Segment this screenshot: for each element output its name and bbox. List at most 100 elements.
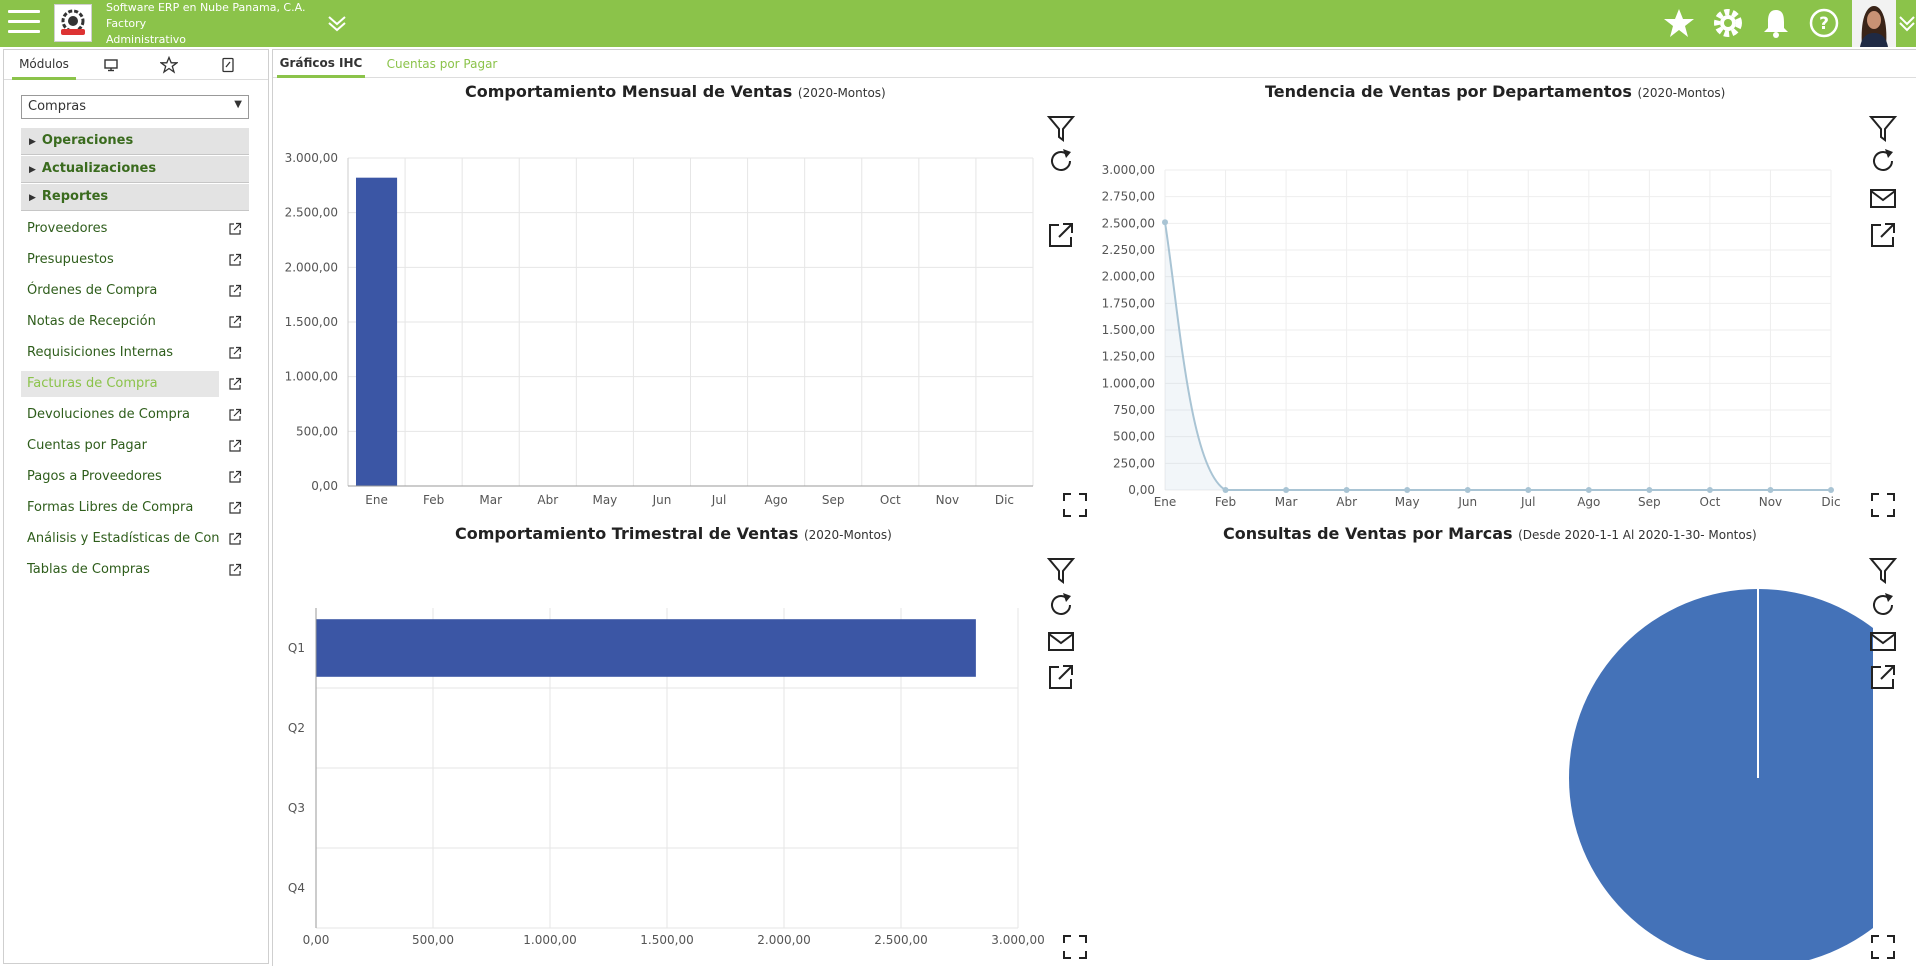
data-point-oct[interactable] bbox=[1706, 487, 1713, 493]
x-tick-label: 500,00 bbox=[412, 933, 454, 947]
y-tick-label: 2.500,00 bbox=[1102, 216, 1155, 230]
sidebar-item-requisiciones-internas[interactable]: Requisiciones Internas bbox=[27, 345, 174, 360]
gear-icon[interactable] bbox=[1711, 6, 1745, 40]
sidebar-item-ordenes-de-compra[interactable]: Órdenes de Compra bbox=[27, 283, 158, 298]
external-link-icon[interactable] bbox=[228, 470, 242, 484]
tab-documents[interactable] bbox=[211, 50, 245, 80]
tab-favorites[interactable] bbox=[152, 50, 186, 80]
external-link-icon[interactable] bbox=[228, 439, 242, 453]
sidebar-item-presupuestos[interactable]: Presupuestos bbox=[27, 252, 114, 267]
y-tick-label: 1.000,00 bbox=[1102, 376, 1155, 390]
export-icon[interactable] bbox=[1046, 220, 1076, 250]
tab-modulos[interactable]: Módulos bbox=[12, 50, 76, 80]
expand-icon[interactable] bbox=[1868, 932, 1898, 962]
mail-icon[interactable] bbox=[1868, 183, 1898, 213]
avatar[interactable] bbox=[1852, 0, 1896, 47]
bar-ene[interactable] bbox=[355, 177, 398, 486]
company-name: Software ERP en Nube Panama, C.A. bbox=[106, 1, 306, 14]
refresh-icon[interactable] bbox=[1868, 590, 1898, 620]
data-point-sep[interactable] bbox=[1646, 487, 1653, 493]
external-link-icon[interactable] bbox=[228, 315, 242, 329]
sidebar-item-pagos-a-proveedores[interactable]: Pagos a Proveedores bbox=[27, 469, 162, 484]
data-point-ago[interactable] bbox=[1585, 487, 1592, 493]
sidebar-item-formas-libres-de-compra[interactable]: Formas Libres de Compra bbox=[27, 500, 194, 515]
accordion-reportes[interactable]: ▶ Reportes bbox=[21, 184, 249, 211]
accordion-actualizaciones[interactable]: ▶ Actualizaciones bbox=[21, 156, 249, 183]
x-tick-label: Abr bbox=[1336, 495, 1357, 509]
chart-title-monthly: Comportamiento Mensual de Ventas (2020-M… bbox=[465, 82, 886, 101]
external-link-icon[interactable] bbox=[228, 377, 242, 391]
data-point-dic[interactable] bbox=[1828, 487, 1834, 493]
data-point-abr[interactable] bbox=[1343, 487, 1350, 493]
bar-q1[interactable] bbox=[316, 619, 976, 677]
chart-title-text: Tendencia de Ventas por Departamentos bbox=[1265, 82, 1632, 101]
data-point-jul[interactable] bbox=[1525, 487, 1532, 493]
external-link-icon[interactable] bbox=[228, 253, 242, 267]
x-tick-label: Mar bbox=[479, 493, 502, 507]
company-logo[interactable] bbox=[54, 4, 92, 42]
sidebar-item-cuentas-por-pagar[interactable]: Cuentas por Pagar bbox=[27, 438, 147, 453]
export-icon[interactable] bbox=[1868, 662, 1898, 692]
tab-graficos-ihc[interactable]: Gráficos IHC bbox=[277, 50, 365, 78]
export-icon[interactable] bbox=[1868, 220, 1898, 250]
filter-icon[interactable] bbox=[1868, 555, 1898, 585]
accordion-label: Operaciones bbox=[41, 133, 134, 148]
mail-icon[interactable] bbox=[1046, 626, 1076, 656]
company-area: Administrativo bbox=[106, 33, 187, 46]
expand-icon[interactable] bbox=[1868, 490, 1898, 520]
x-tick-label: Jun bbox=[1457, 495, 1477, 509]
tab-monitor[interactable] bbox=[94, 50, 128, 80]
sidebar-item-analisis-y-estadisticas-de-con[interactable]: Análisis y Estadísticas de Con bbox=[27, 531, 219, 546]
tab-cuentas-por-pagar[interactable]: Cuentas por Pagar bbox=[386, 57, 498, 71]
mail-icon[interactable] bbox=[1868, 626, 1898, 656]
module-select-value: Compras bbox=[28, 99, 87, 114]
sidebar: Módulos Compras ▼ ▶ Operaciones ▶ Actual bbox=[3, 49, 269, 964]
x-tick-label: Jun bbox=[652, 493, 672, 507]
sidebar-item-devoluciones-de-compra[interactable]: Devoluciones de Compra bbox=[27, 407, 191, 422]
data-point-may[interactable] bbox=[1404, 487, 1411, 493]
chart-brands-pie: Otras Marcas bbox=[1569, 589, 1873, 960]
sidebar-item-proveedores[interactable]: Proveedores bbox=[27, 221, 108, 236]
x-tick-label: Oct bbox=[880, 493, 901, 507]
expand-icon[interactable] bbox=[1060, 490, 1090, 520]
refresh-icon[interactable] bbox=[1046, 590, 1076, 620]
external-link-icon[interactable] bbox=[228, 501, 242, 515]
module-select[interactable]: Compras ▼ bbox=[21, 95, 249, 119]
sidebar-item-tablas-de-compras[interactable]: Tablas de Compras bbox=[27, 562, 150, 577]
sidebar-item-facturas-de-compra[interactable]: Facturas de Compra bbox=[21, 371, 219, 397]
star-icon[interactable] bbox=[1662, 6, 1696, 40]
pie-slice-otras-marcas[interactable] bbox=[1569, 589, 1873, 960]
menu-icon[interactable] bbox=[8, 10, 40, 36]
refresh-icon[interactable] bbox=[1868, 146, 1898, 176]
export-icon[interactable] bbox=[1046, 662, 1076, 692]
data-point-ene[interactable] bbox=[1162, 219, 1168, 226]
x-tick-label: Nov bbox=[1759, 495, 1782, 509]
accordion-operaciones[interactable]: ▶ Operaciones bbox=[21, 128, 249, 155]
data-point-mar[interactable] bbox=[1283, 487, 1290, 493]
x-tick-label: Nov bbox=[936, 493, 959, 507]
external-link-icon[interactable] bbox=[228, 346, 242, 360]
refresh-icon[interactable] bbox=[1046, 146, 1076, 176]
data-point-feb[interactable] bbox=[1222, 487, 1229, 493]
main-tabs: Gráficos IHC Cuentas por Pagar bbox=[273, 50, 1916, 78]
data-point-jun[interactable] bbox=[1464, 487, 1471, 493]
x-tick-label: Mar bbox=[1275, 495, 1298, 509]
filter-icon[interactable] bbox=[1046, 555, 1076, 585]
external-link-icon[interactable] bbox=[228, 408, 242, 422]
x-tick-label: Abr bbox=[537, 493, 558, 507]
external-link-icon[interactable] bbox=[228, 563, 242, 577]
bell-icon[interactable] bbox=[1759, 6, 1793, 40]
chevron-down-icon[interactable] bbox=[1898, 12, 1916, 34]
sidebar-item-notas-de-recepcion[interactable]: Notas de Recepción bbox=[27, 314, 156, 329]
help-icon[interactable]: ? bbox=[1807, 6, 1841, 40]
filter-icon[interactable] bbox=[1868, 113, 1898, 143]
external-link-icon[interactable] bbox=[228, 284, 242, 298]
external-link-icon[interactable] bbox=[228, 532, 242, 546]
chevron-down-icon[interactable] bbox=[326, 12, 348, 34]
expand-icon[interactable] bbox=[1060, 932, 1090, 962]
filter-icon[interactable] bbox=[1046, 113, 1076, 143]
external-link-icon[interactable] bbox=[228, 222, 242, 236]
chart-department-trend: 0,00 250,00 500,00 750,00 1.000,00 1.250,00 1.… bbox=[1102, 163, 1841, 509]
data-point-nov[interactable] bbox=[1767, 487, 1774, 493]
chart-quarterly-bars: 0,00 500,00 1.000,00 1.500,00 2.000,00 2.500,… bbox=[288, 608, 1045, 947]
